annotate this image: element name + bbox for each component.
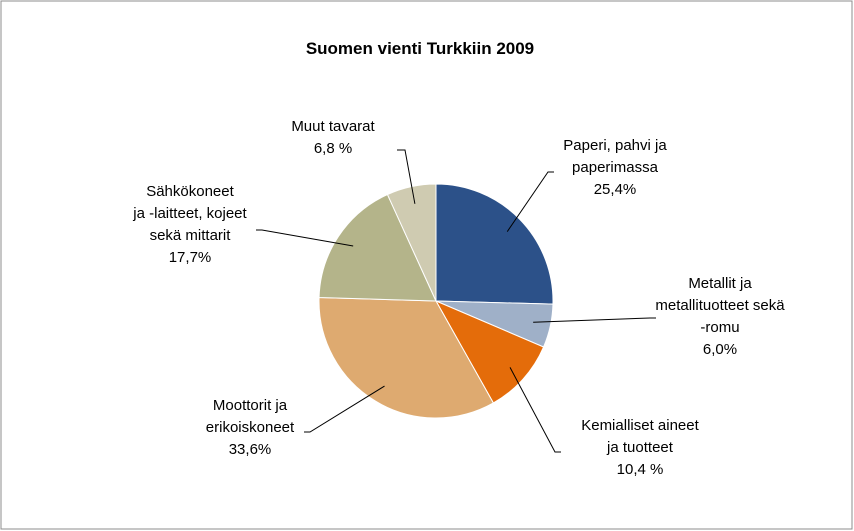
- slice-label: Paperi, pahvi ja paperimassa: [563, 137, 667, 176]
- slice-label: Moottorit ja erikoiskoneet: [206, 397, 295, 436]
- leader-line: [256, 229, 354, 247]
- value-label: 17,7%: [169, 249, 212, 266]
- leader-line: [506, 171, 554, 232]
- leader-line: [533, 317, 656, 323]
- slice-label: Kemialliset aineet ja tuotteet: [581, 417, 699, 456]
- pie-slice: [318, 193, 437, 302]
- chart-title: Suomen vienti Turkkiin 2009: [306, 39, 534, 58]
- pie-slice: [386, 183, 437, 302]
- value-label: 6,0%: [703, 341, 737, 358]
- pie-slice: [435, 183, 554, 305]
- leader-line: [397, 149, 416, 204]
- leader-line: [304, 385, 385, 433]
- slice-label: Sähkökoneet ja -laitteet, kojeet sekä mitt…: [132, 183, 247, 244]
- value-label: 33,6%: [229, 441, 272, 458]
- value-label: 25,4%: [594, 181, 637, 198]
- pie-slice: [434, 299, 545, 404]
- slice-label: Muut tavarat: [291, 118, 375, 135]
- value-label: 6,8 %: [314, 140, 352, 157]
- value-label: 10,4 %: [617, 461, 664, 478]
- leader-line: [509, 367, 561, 453]
- slice-label: Metallit ja metallituotteet sekä -romu: [655, 275, 785, 336]
- pie-slice: [318, 296, 495, 419]
